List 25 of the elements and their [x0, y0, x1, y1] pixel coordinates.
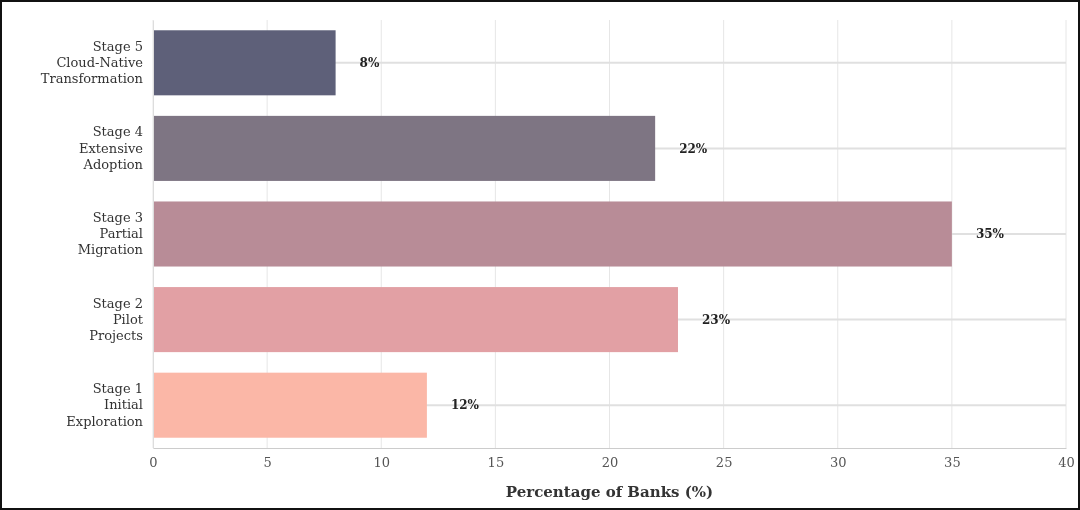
x-tick-label: 35 — [944, 455, 961, 471]
data-label: 22% — [679, 141, 708, 156]
data-label: 23% — [701, 312, 731, 327]
data-label: 12% — [450, 398, 480, 413]
x-tick-label: 15 — [487, 455, 505, 471]
x-axis-title: Percentage of Banks (%) — [505, 483, 714, 501]
bar — [153, 30, 336, 96]
bar — [153, 201, 952, 267]
y-tick-label: Stage 1 Initial Exploration — [66, 381, 144, 429]
bar — [153, 115, 656, 181]
y-tick-label: Stage 3 Partial Migration — [77, 209, 144, 258]
x-tick-label: 0 — [149, 455, 158, 471]
y-tick-label: Stage 4 Extensive Adoption — [79, 124, 144, 172]
x-tick-label: 25 — [715, 455, 733, 471]
y-tick-label: Stage 5 Cloud-Native Transformation — [40, 38, 144, 87]
bar — [153, 372, 427, 438]
x-tick-label: 10 — [373, 455, 391, 471]
data-label: 35% — [975, 227, 1005, 242]
x-tick-label: 5 — [263, 455, 272, 471]
x-tick-label: 40 — [1058, 455, 1075, 471]
data-label: 8% — [359, 56, 380, 70]
x-tick-label: 20 — [601, 455, 619, 471]
x-tick-label: 30 — [829, 455, 847, 471]
bar — [153, 287, 678, 353]
y-tick-label: Stage 2 Pilot Projects — [89, 295, 144, 344]
